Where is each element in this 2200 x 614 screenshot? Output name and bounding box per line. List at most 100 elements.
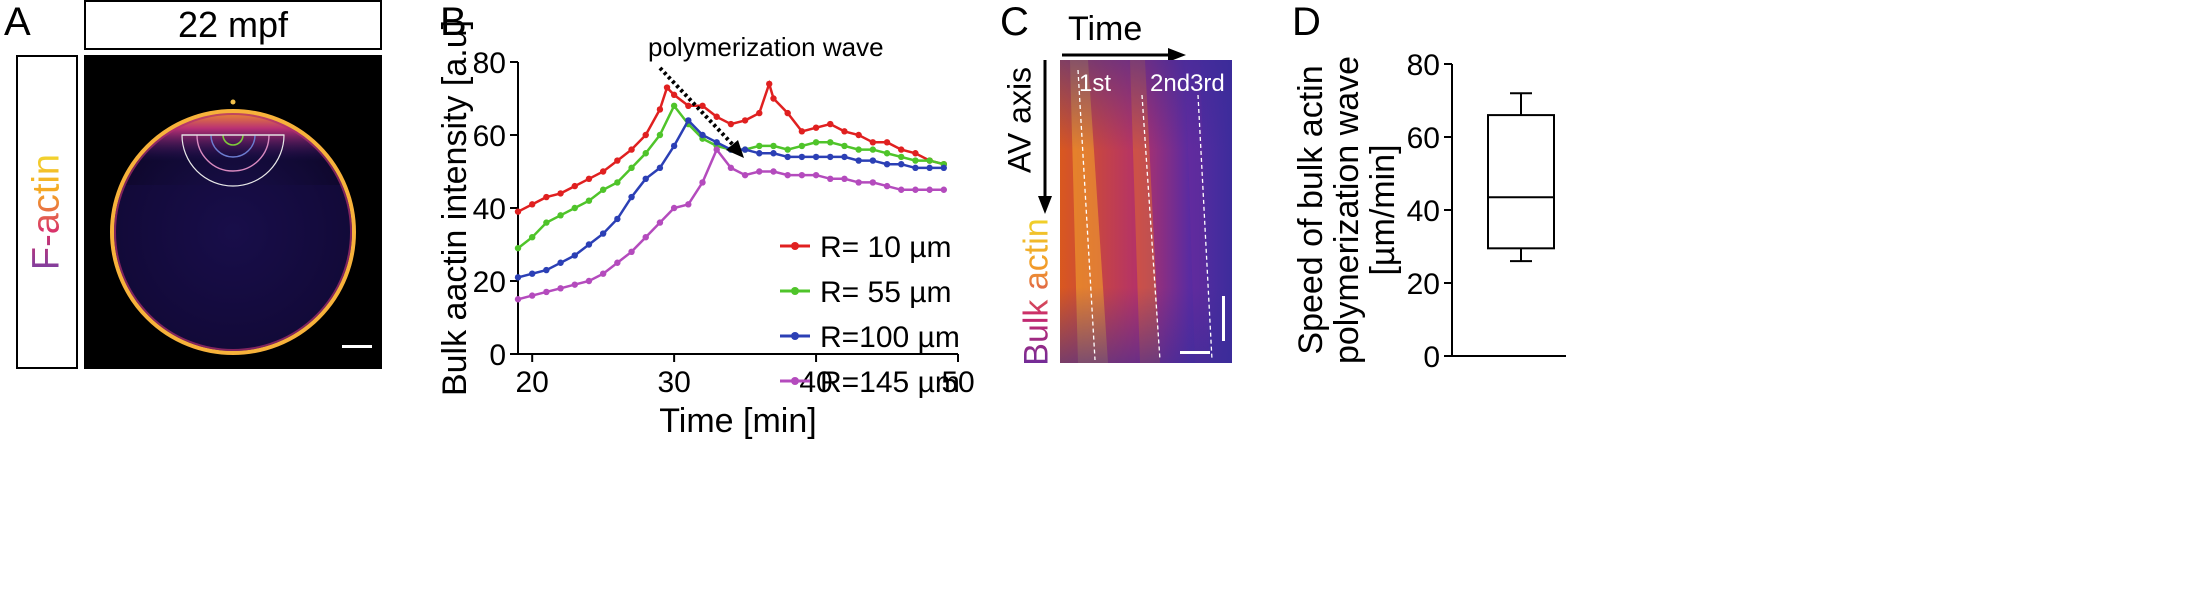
data-point (628, 193, 635, 201)
y-axis-label: Bulk aactin intensity [a.u] (436, 20, 474, 396)
data-point (713, 139, 720, 146)
annotation-label: polymerization wave (648, 32, 884, 62)
data-point (585, 241, 593, 248)
data-point (642, 131, 649, 139)
data-point (912, 164, 919, 172)
data-point (628, 164, 635, 172)
data-point (855, 179, 862, 186)
data-point (599, 168, 607, 175)
data-point (926, 186, 933, 193)
data-point (770, 142, 777, 150)
data-point (614, 157, 621, 164)
panel-letter-a: A (4, 0, 31, 44)
data-point (557, 285, 564, 292)
data-point (614, 259, 621, 266)
panel-letter-c: C (1000, 0, 1029, 44)
data-point (940, 164, 948, 172)
data-point (756, 142, 763, 150)
data-point (898, 161, 905, 168)
box (1487, 114, 1555, 250)
wave-label-3rd: 3rd (1190, 70, 1225, 97)
data-point (770, 95, 777, 102)
av-axis-label: AV axis (1001, 66, 1038, 174)
data-point (883, 150, 891, 157)
x-tick-label: 30 (657, 366, 690, 399)
legend-marker (791, 287, 799, 295)
data-point (741, 171, 749, 179)
data-point (670, 91, 678, 99)
data-point (656, 164, 664, 172)
y-tick-label: 0 (1423, 341, 1440, 374)
data-point (543, 266, 550, 274)
data-point (741, 146, 749, 153)
data-point (528, 292, 536, 299)
data-point (543, 288, 550, 296)
data-point (827, 175, 834, 182)
data-point (756, 168, 763, 175)
roi-arc-blue (210, 134, 256, 158)
data-point (514, 208, 522, 215)
data-point (841, 175, 848, 182)
data-point (571, 281, 578, 288)
data-point (670, 204, 678, 212)
data-point (883, 161, 891, 168)
data-point (727, 120, 735, 128)
data-point (784, 153, 791, 161)
data-point (855, 131, 862, 139)
data-point (543, 219, 550, 226)
data-point (599, 186, 607, 193)
kymo-scale-bar-horizontal (1180, 351, 1210, 354)
legend-label: R=100 µm (820, 321, 960, 354)
data-point (614, 215, 621, 223)
data-point (685, 117, 692, 124)
data-point (883, 182, 891, 190)
data-point (841, 142, 848, 150)
panel-a-title-box: 22 mpf (84, 0, 382, 50)
data-point (713, 113, 720, 120)
x-tick-label: 50 (941, 366, 974, 399)
panel-a-title: 22 mpf (177, 4, 289, 45)
x-axis-label: Time [min] (659, 402, 816, 440)
data-point (571, 204, 578, 212)
data-point (756, 109, 763, 117)
legend-label: R=145 µm (820, 366, 960, 399)
data-point (827, 139, 834, 146)
data-point (656, 106, 664, 113)
panel-letter-d: D (1292, 0, 1321, 44)
data-point (855, 157, 862, 164)
data-point (642, 234, 649, 241)
data-point (628, 146, 635, 153)
data-point (699, 179, 706, 186)
y-tick-label: 60 (473, 120, 506, 153)
data-point (912, 157, 919, 164)
data-point (528, 234, 536, 241)
time-arrow (1062, 48, 1186, 62)
data-point (940, 186, 948, 193)
data-point (841, 128, 848, 135)
panel-a-micrograph (84, 55, 382, 369)
data-point (798, 142, 806, 150)
legend-marker (791, 242, 799, 250)
av-axis-arrow (1038, 60, 1052, 214)
data-point (699, 131, 706, 139)
data-point (642, 150, 649, 157)
data-point (628, 248, 635, 255)
data-point (812, 153, 820, 161)
time-label: Time (1068, 10, 1143, 48)
data-point (898, 186, 905, 193)
y-tick-label: 60 (1407, 122, 1440, 155)
data-point (869, 139, 877, 146)
data-point (528, 270, 536, 277)
data-point (514, 244, 522, 252)
data-point (663, 84, 671, 91)
data-point (883, 139, 891, 146)
data-point (557, 190, 564, 197)
data-point (770, 150, 777, 157)
data-point (827, 153, 834, 161)
annotation-arrowhead (726, 140, 744, 158)
y-tick-label: 80 (473, 47, 506, 80)
wave-label-1st: 1st (1079, 70, 1112, 97)
data-point (599, 270, 607, 277)
